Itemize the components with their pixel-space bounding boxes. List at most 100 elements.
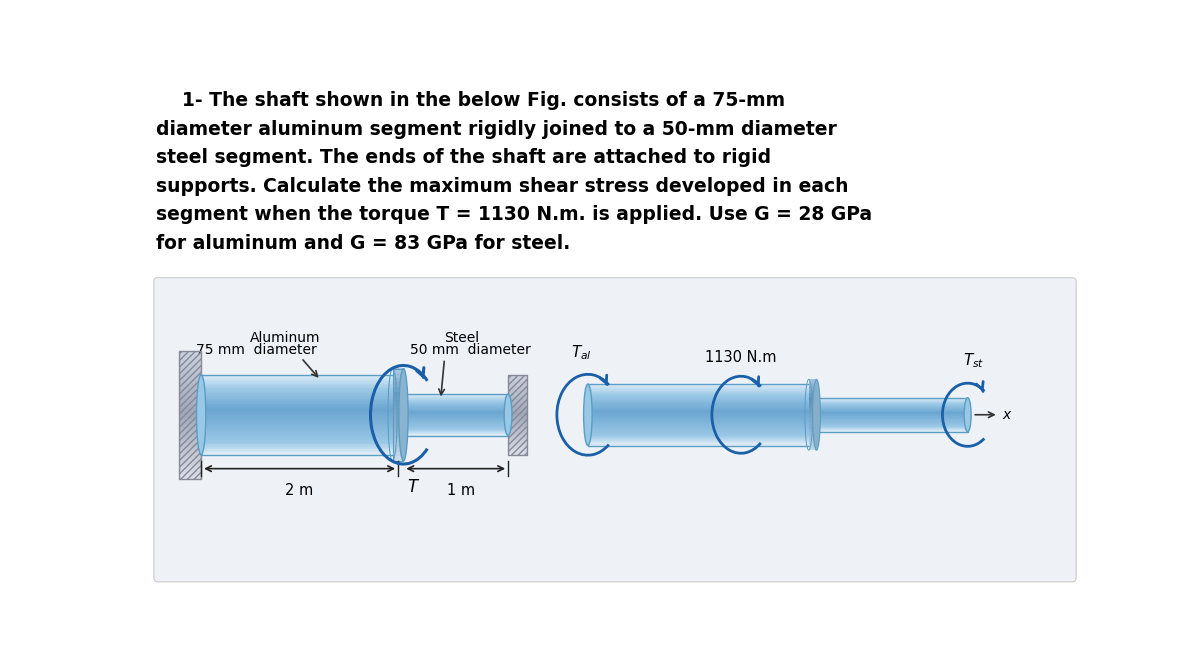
Bar — [588, 390, 816, 391]
Text: $T_{st}$: $T_{st}$ — [964, 351, 984, 370]
Bar — [508, 451, 528, 453]
Bar — [202, 424, 398, 426]
Bar — [180, 366, 202, 370]
Bar — [180, 354, 202, 357]
Bar — [508, 421, 528, 423]
Bar — [400, 414, 508, 415]
Bar — [809, 436, 816, 440]
Bar — [588, 397, 816, 398]
Bar — [809, 383, 816, 386]
Bar — [508, 398, 528, 401]
Bar — [180, 440, 202, 444]
Bar — [202, 374, 398, 455]
Bar — [180, 444, 202, 447]
Bar — [400, 398, 508, 399]
Bar — [400, 416, 508, 417]
Bar — [392, 442, 403, 447]
Bar — [400, 426, 508, 427]
Bar — [180, 370, 202, 373]
Bar — [180, 428, 202, 431]
Bar — [400, 431, 508, 432]
Bar — [202, 427, 398, 428]
Text: Steel: Steel — [444, 331, 480, 345]
Bar — [180, 396, 202, 399]
Bar — [392, 438, 403, 442]
Bar — [588, 412, 816, 413]
Bar — [400, 412, 508, 413]
Bar — [400, 419, 508, 420]
Bar — [180, 351, 202, 479]
Bar — [180, 465, 202, 469]
Bar — [180, 463, 202, 466]
Bar — [588, 391, 816, 392]
Bar — [180, 380, 202, 383]
Bar — [508, 382, 528, 385]
Text: supports. Calculate the maximum shear stress developed in each: supports. Calculate the maximum shear st… — [156, 177, 848, 196]
Bar — [809, 379, 816, 383]
Bar — [202, 423, 398, 424]
Bar — [508, 374, 528, 376]
Bar — [202, 440, 398, 442]
Bar — [202, 398, 398, 400]
Text: $x$: $x$ — [1002, 408, 1013, 422]
Bar — [809, 422, 816, 426]
Bar — [180, 402, 202, 405]
Bar — [392, 406, 403, 410]
Bar — [508, 441, 528, 443]
Bar — [400, 394, 508, 436]
Bar — [400, 435, 508, 436]
Bar — [202, 381, 398, 383]
Bar — [180, 408, 202, 412]
Bar — [180, 412, 202, 415]
Bar — [809, 415, 816, 418]
Bar — [180, 418, 202, 421]
Bar — [202, 447, 398, 448]
Bar — [202, 385, 398, 387]
Bar — [508, 378, 528, 381]
Bar — [400, 410, 508, 411]
Bar — [508, 423, 528, 425]
Bar — [809, 432, 816, 436]
Bar — [400, 429, 508, 430]
Bar — [180, 350, 202, 354]
Bar — [180, 386, 202, 389]
Bar — [508, 449, 528, 451]
Bar — [588, 410, 816, 411]
Bar — [588, 423, 816, 424]
Bar — [392, 368, 403, 461]
Bar — [588, 418, 816, 419]
Bar — [180, 373, 202, 376]
Bar — [814, 398, 967, 432]
Bar — [588, 388, 816, 389]
Bar — [202, 442, 398, 443]
Bar — [508, 400, 528, 403]
Bar — [588, 417, 816, 418]
Bar — [400, 403, 508, 404]
Bar — [809, 418, 816, 422]
Bar — [180, 450, 202, 453]
Bar — [202, 435, 398, 436]
Bar — [400, 432, 508, 433]
Bar — [508, 384, 528, 387]
Bar — [588, 419, 816, 420]
Bar — [508, 390, 528, 393]
Text: $T_{al}$: $T_{al}$ — [571, 344, 592, 362]
Bar — [180, 357, 202, 360]
Text: 1- The shaft shown in the below Fig. consists of a 75-mm: 1- The shaft shown in the below Fig. con… — [156, 91, 785, 110]
Bar — [202, 382, 398, 384]
Bar — [588, 386, 816, 387]
Bar — [400, 415, 508, 416]
Bar — [809, 411, 816, 415]
Text: 75 mm  diameter: 75 mm diameter — [197, 343, 317, 357]
Bar — [400, 396, 508, 397]
Ellipse shape — [504, 394, 512, 436]
Bar — [180, 383, 202, 386]
Bar — [202, 390, 398, 392]
Bar — [508, 437, 528, 439]
Bar — [180, 415, 202, 418]
Bar — [180, 421, 202, 424]
Bar — [202, 414, 398, 415]
Text: 1130 N.m: 1130 N.m — [706, 350, 776, 364]
Bar — [588, 433, 816, 434]
Text: 2 m: 2 m — [286, 483, 313, 497]
